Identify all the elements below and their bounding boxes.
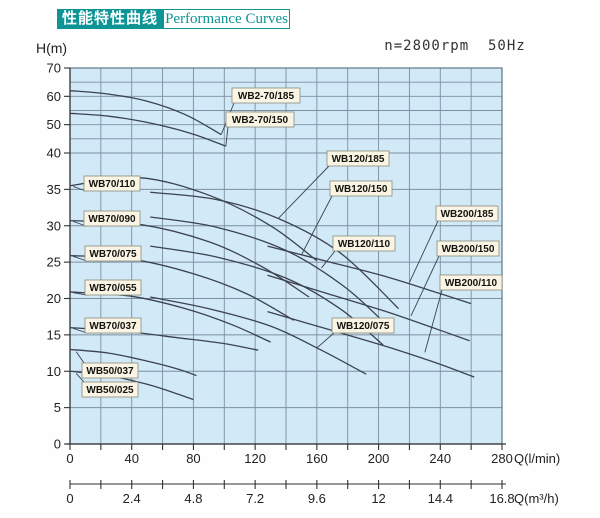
- curve-label-box-WB50-037: [81, 362, 139, 379]
- curve-label-WB200-185: WB200/185: [441, 209, 494, 220]
- speed-frequency-label: n=2800rpm 50Hz: [384, 38, 526, 54]
- curve-label-WB120-110: WB120/110: [338, 239, 391, 250]
- label-leader-WB120-150: [301, 195, 333, 256]
- y-axis-tick-label: 50: [47, 117, 61, 132]
- secondary-axis-tick-label: 14.4: [428, 491, 453, 506]
- secondary-axis-tick-label: 4.8: [184, 491, 202, 506]
- curve-label-box-WB120-150: [329, 180, 393, 197]
- curve-label-WB2-70-185: WB2-70/185: [238, 91, 295, 102]
- secondary-axis-tick-label: 7.2: [246, 491, 264, 506]
- curve-label-WB70-037: WB70/037: [89, 321, 137, 332]
- curve-label-WB70-110: WB70/110: [89, 179, 136, 190]
- secondary-axis-tick-label: 2.4: [123, 491, 141, 506]
- y-axis-tick-label: 15: [47, 327, 61, 342]
- curve-label-WB50-025: WB50/025: [86, 385, 134, 396]
- curve-label-WB50-037: WB50/037: [86, 366, 134, 377]
- curve-label-WB2-70-150: WB2-70/150: [232, 115, 289, 126]
- x-axis-tick-label: 160: [306, 451, 328, 466]
- y-axis-tick-label: 20: [47, 291, 61, 306]
- curve-label-WB70-075: WB70/075: [89, 249, 137, 260]
- curve-label-box-WB120-110: [332, 235, 396, 252]
- label-leader-WB50-037: [75, 351, 85, 364]
- curve-label-box-WB120-185: [326, 150, 390, 167]
- curve-label-box-WB120-075: [331, 317, 395, 334]
- label-leader-WB120-185: [277, 165, 330, 219]
- curve-WB2-70-150: [69, 112, 227, 147]
- x-axis-tick-label: 80: [186, 451, 200, 466]
- curve-label-WB120-150: WB120/150: [335, 184, 388, 195]
- title-badge-english: Performance Curves: [163, 9, 290, 29]
- curve-label-WB70-055: WB70/055: [89, 283, 137, 294]
- label-leader-WB120-110: [321, 250, 336, 269]
- y-axis-tick-label: 30: [47, 218, 61, 233]
- curve-label-box-WB2-70-185: [231, 87, 301, 104]
- title-badge-chinese: 性能特性曲线: [57, 9, 163, 29]
- label-leader-WB200-110: [424, 289, 443, 353]
- curve-label-box-WB50-025: [81, 381, 139, 398]
- y-axis-tick-label: 10: [47, 364, 61, 379]
- secondary-axis-tick-label: 16.8: [489, 491, 514, 506]
- curve-label-box-WB200-185: [435, 205, 499, 222]
- curve-label-box-WB70-037: [84, 317, 142, 334]
- label-leader-WB50-025: [75, 373, 85, 383]
- y-axis-tick-label: 25: [47, 255, 61, 270]
- secondary-axis-tick-label: 0: [66, 491, 73, 506]
- curve-label-box-WB200-150: [436, 240, 500, 257]
- curve-WB2-70-185: [69, 90, 222, 136]
- curve-WB200-150: [267, 274, 470, 342]
- y-axis-tick-label: 5: [54, 400, 61, 415]
- curve-label-WB70-090: WB70/090: [88, 214, 136, 225]
- curve-label-box-WB70-090: [83, 210, 141, 227]
- curve-label-box-WB70-110: [83, 175, 141, 192]
- label-leader-WB2-70-150: [225, 126, 229, 147]
- curve-label-WB200-110: WB200/110: [445, 278, 498, 289]
- curve-label-box-WB200-110: [439, 274, 503, 291]
- curve-WB200-110: [267, 310, 475, 378]
- y-axis-tick-label: 70: [47, 61, 61, 76]
- curve-label-WB120-185: WB120/185: [332, 154, 385, 165]
- y-axis-tick-label: 60: [47, 89, 61, 104]
- label-leader-WB120-075: [316, 332, 335, 349]
- y-axis-unit-label: H(m): [36, 40, 68, 56]
- secondary-axis-tick-label: 9.6: [308, 491, 326, 506]
- secondary-axis-tick-label: 12: [371, 491, 385, 506]
- y-axis-tick-label: 40: [47, 146, 61, 161]
- y-axis-tick-label: 0: [54, 437, 61, 452]
- x-axis-tick-label: 280: [491, 451, 513, 466]
- curve-WB120-075: [150, 296, 367, 375]
- x-axis-tick-label: 120: [244, 451, 266, 466]
- curve-label-box-WB2-70-150: [225, 111, 295, 128]
- curve-WB200-185: [267, 245, 472, 305]
- x-axis-tick-label: 0: [66, 451, 73, 466]
- x-axis-secondary-unit: Q(m³/h): [514, 491, 559, 506]
- x-axis-tick-label: 40: [124, 451, 138, 466]
- x-axis-tick-label: 240: [429, 451, 451, 466]
- curve-WB50-037: [69, 348, 197, 377]
- curve-label-box-WB70-055: [84, 279, 142, 296]
- curve-label-WB120-075: WB120/075: [337, 321, 390, 332]
- y-axis-tick-label: 35: [47, 182, 61, 197]
- label-leader-WB200-150: [410, 255, 440, 317]
- curve-label-WB200-150: WB200/150: [442, 244, 495, 255]
- label-leader-WB200-185: [409, 220, 439, 283]
- x-axis-primary-unit: Q(l/min): [514, 451, 560, 466]
- curve-label-box-WB70-075: [84, 245, 142, 262]
- x-axis-tick-label: 200: [368, 451, 390, 466]
